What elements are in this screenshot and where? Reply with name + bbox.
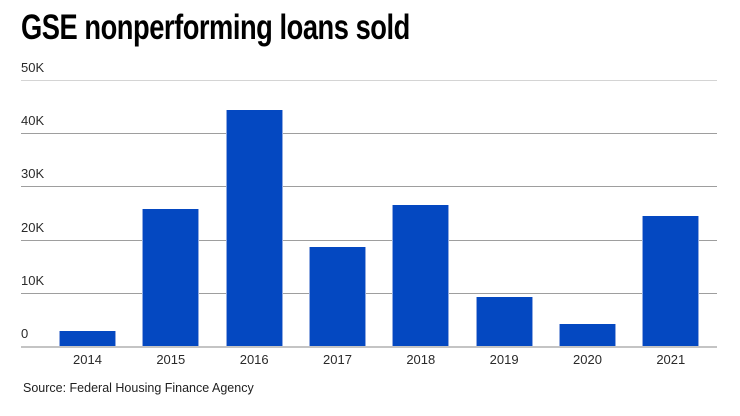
bar-2018 (392, 204, 450, 346)
gridline-10K (21, 292, 717, 294)
xtick-label-2014: 2014 (73, 352, 102, 367)
source-note: Source: Federal Housing Finance Agency (23, 381, 254, 395)
xtick-label-2020: 2020 (573, 352, 602, 367)
xtick-label-2021: 2021 (656, 352, 686, 367)
ytick-label-10K: 10K (21, 272, 45, 288)
bar-2021 (642, 216, 700, 346)
bar-2016 (225, 110, 283, 346)
chart-title: GSE nonperforming loans sold (21, 8, 410, 47)
gridline-20K (21, 239, 717, 241)
plot-area: 0 10K 20K 30K 40K 50K 2014 2015 2016 2017 2018 2019… (21, 61, 717, 367)
ytick-label-0: 0 (21, 326, 29, 341)
xtick-label-2019: 2019 (489, 352, 519, 367)
xtick-label-2016: 2016 (239, 352, 269, 367)
xtick-label-2015: 2015 (156, 352, 186, 367)
gridline-30K (21, 186, 717, 188)
ytick-label-50K: 50K (21, 60, 45, 75)
bar-2015 (142, 209, 200, 346)
bar-2020 (559, 324, 616, 346)
gridline-40K (21, 133, 717, 135)
xtick-label-2017: 2017 (323, 352, 352, 367)
gridline-50K (21, 80, 717, 81)
bar-2014 (59, 330, 116, 346)
ytick-label-20K: 20K (21, 219, 45, 235)
ytick-label-30K: 30K (21, 166, 45, 182)
gridline-0 (21, 346, 717, 348)
bar-2019 (475, 296, 533, 346)
xtick-label-2018: 2018 (406, 352, 436, 367)
ytick-label-40K: 40K (21, 113, 45, 129)
bar-2017 (309, 247, 366, 346)
